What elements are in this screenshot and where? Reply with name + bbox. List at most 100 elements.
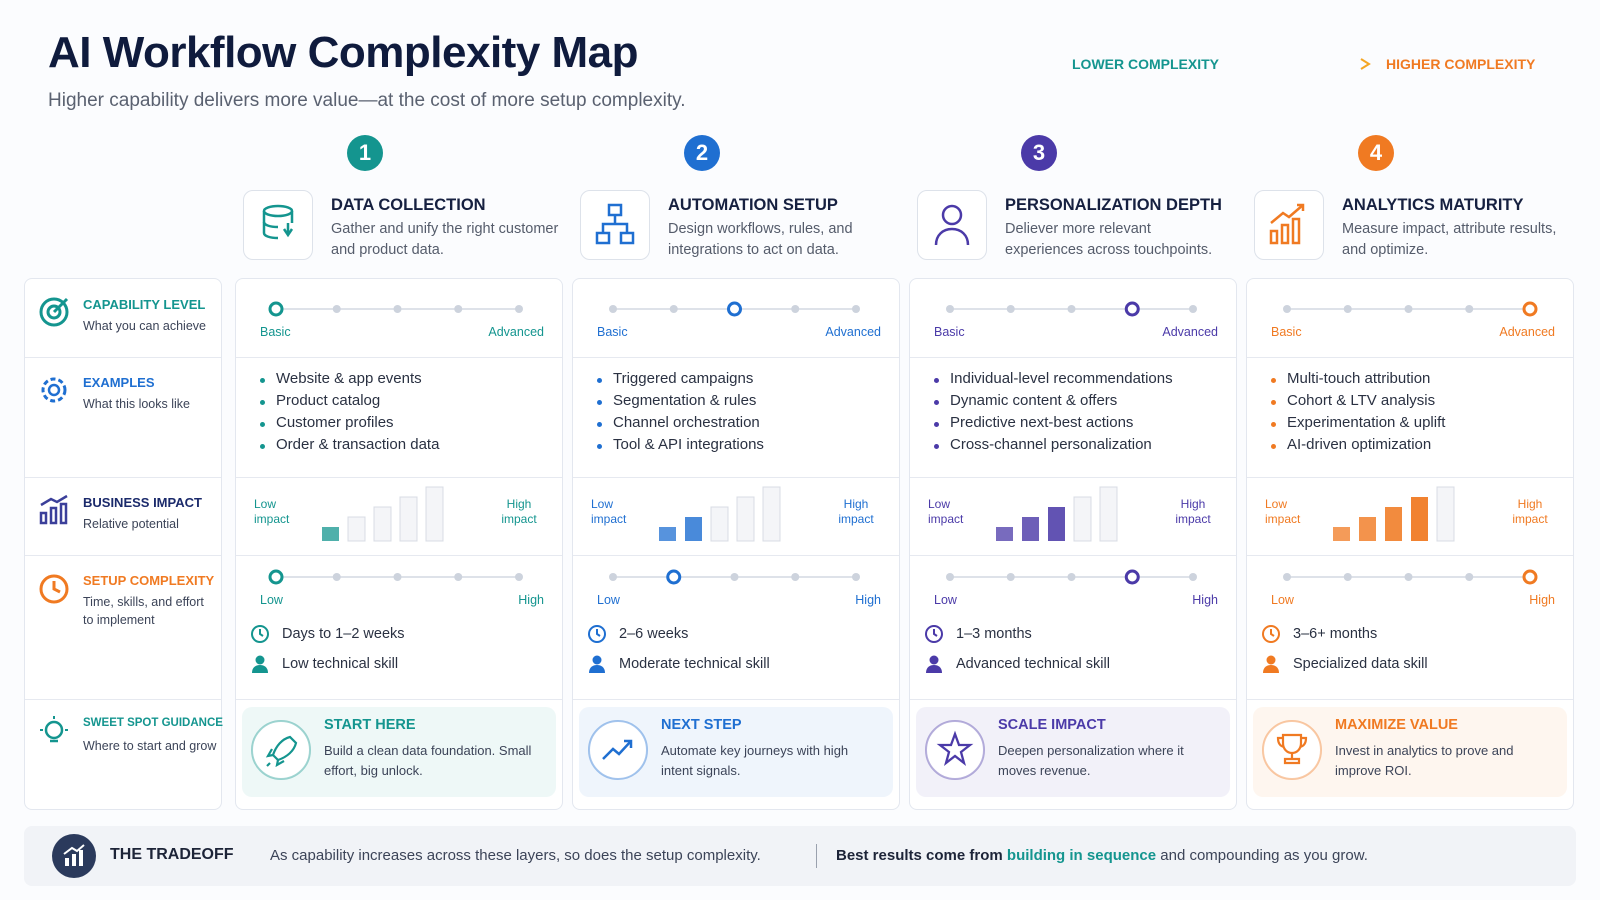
row-divider xyxy=(236,555,562,556)
slider-marker xyxy=(1522,569,1538,585)
row-divider xyxy=(573,699,899,700)
slider-dot xyxy=(332,573,341,581)
impact-bar xyxy=(710,506,729,542)
step-number: 1 xyxy=(359,140,371,165)
step-description: Measure impact, attribute results, and o… xyxy=(1342,221,1557,258)
setup-time: 3–6+ months xyxy=(1293,626,1378,642)
impact-bar xyxy=(1022,517,1039,541)
bullet xyxy=(1271,444,1276,449)
setup-time: 2–6 weeks xyxy=(619,626,689,642)
row-divider xyxy=(910,357,1236,358)
slider-marker xyxy=(1124,569,1140,585)
row-divider xyxy=(236,699,562,700)
row-divider xyxy=(1247,699,1573,700)
example-item: Predictive next-best actions xyxy=(950,414,1134,431)
example-item: Experimentation & uplift xyxy=(1287,414,1446,431)
legend-arrow xyxy=(1234,58,1371,70)
row-icon xyxy=(39,297,69,327)
slider-dot xyxy=(515,573,523,581)
impact-bar xyxy=(762,486,781,542)
footer-text: As capability increases across these lay… xyxy=(270,847,761,864)
guidance-box: MAXIMIZE VALUE Invest in analytics to pro… xyxy=(1253,707,1567,797)
slider-marker xyxy=(666,569,682,585)
step-card: Basic Advanced Individual-level recommenda… xyxy=(909,278,1237,810)
slider-low: Low xyxy=(934,593,957,607)
footer-note: Best results come from building in seque… xyxy=(836,847,1368,864)
slider xyxy=(1283,569,1538,585)
subtitle: Higher capability delivers more value—at… xyxy=(48,90,686,111)
row-divider xyxy=(910,555,1236,556)
legend-low: LOWER COMPLEXITY xyxy=(1072,56,1219,72)
slider-marker xyxy=(1522,301,1538,317)
slider-high: Advanced xyxy=(488,325,544,339)
bullet xyxy=(1271,378,1276,383)
bullet xyxy=(934,400,939,405)
slider-dot xyxy=(1006,305,1015,313)
bullet xyxy=(260,400,265,405)
step-icon-box xyxy=(1254,190,1324,260)
step-icon-box xyxy=(243,190,313,260)
slider-high: Advanced xyxy=(825,325,881,339)
impact-level xyxy=(659,486,781,542)
impact-bar xyxy=(1099,486,1118,542)
step-icon xyxy=(595,203,635,245)
step-number: 3 xyxy=(1033,140,1045,165)
step-icon xyxy=(1269,203,1305,245)
row-divider xyxy=(573,477,899,478)
guidance-title: START HERE xyxy=(324,717,416,733)
impact-high: High impact xyxy=(1175,497,1211,526)
row-divider xyxy=(25,699,221,700)
row-divider xyxy=(236,357,562,358)
slider-dot xyxy=(609,573,617,581)
slider-dot xyxy=(1465,573,1474,581)
example-item: Cross-channel personalization xyxy=(950,436,1152,453)
step-icon xyxy=(934,204,970,246)
step-circle xyxy=(1021,135,1057,171)
row-title: SWEET SPOT GUIDANCE xyxy=(83,717,223,729)
row-divider xyxy=(910,699,1236,700)
slider-low: Basic xyxy=(934,325,965,339)
slider-dot xyxy=(1404,573,1413,581)
bullet xyxy=(1271,422,1276,427)
slider-dot xyxy=(1006,573,1015,581)
example-item: Channel orchestration xyxy=(613,414,760,431)
slider-high: High xyxy=(518,593,544,607)
slider-dot xyxy=(791,305,800,313)
slider-dot xyxy=(1465,305,1474,313)
row-icon xyxy=(39,494,68,525)
footer-lead: Best results come from xyxy=(836,847,1003,864)
row-subtitle: Where to start and grow xyxy=(83,739,217,753)
row-divider xyxy=(1247,477,1573,478)
row-icon xyxy=(40,716,68,743)
slider-low: Basic xyxy=(1271,325,1302,339)
row-divider xyxy=(236,477,562,478)
example-item: Order & transaction data xyxy=(276,436,440,453)
impact-low: Low impact xyxy=(591,497,627,526)
step-circle xyxy=(684,135,720,171)
impact-bars xyxy=(996,486,1118,542)
guidance-box: START HERE Build a clean data foundation.… xyxy=(242,707,556,797)
impact-bar xyxy=(996,527,1013,541)
impact-low: Low impact xyxy=(1265,497,1301,526)
step-number: 4 xyxy=(1370,140,1383,165)
impact-bar xyxy=(736,496,755,542)
slider-dot xyxy=(946,573,954,581)
slider-high: Advanced xyxy=(1499,325,1555,339)
setup-skill: Moderate technical skill xyxy=(619,656,770,672)
slider-dot xyxy=(1343,573,1352,581)
example-item: Product catalog xyxy=(276,392,381,409)
footer-icon xyxy=(52,834,96,878)
impact-bar xyxy=(1073,496,1092,542)
bullet xyxy=(260,378,265,383)
step-description: Deliever more relevant experiences acros… xyxy=(1005,221,1213,258)
step-icon xyxy=(262,204,294,240)
impact-bar xyxy=(1048,507,1065,541)
impact-bar xyxy=(373,506,392,542)
row-subtitle: What this looks like xyxy=(83,397,190,411)
impact-high: High impact xyxy=(1512,497,1548,526)
step-card: Basic Advanced Triggered campaigns Segmenta… xyxy=(572,278,900,810)
slider-dot xyxy=(393,573,402,581)
row-title: BUSINESS IMPACT xyxy=(83,495,202,510)
impact-low: Low impact xyxy=(928,497,964,526)
impact-bar xyxy=(347,516,366,542)
